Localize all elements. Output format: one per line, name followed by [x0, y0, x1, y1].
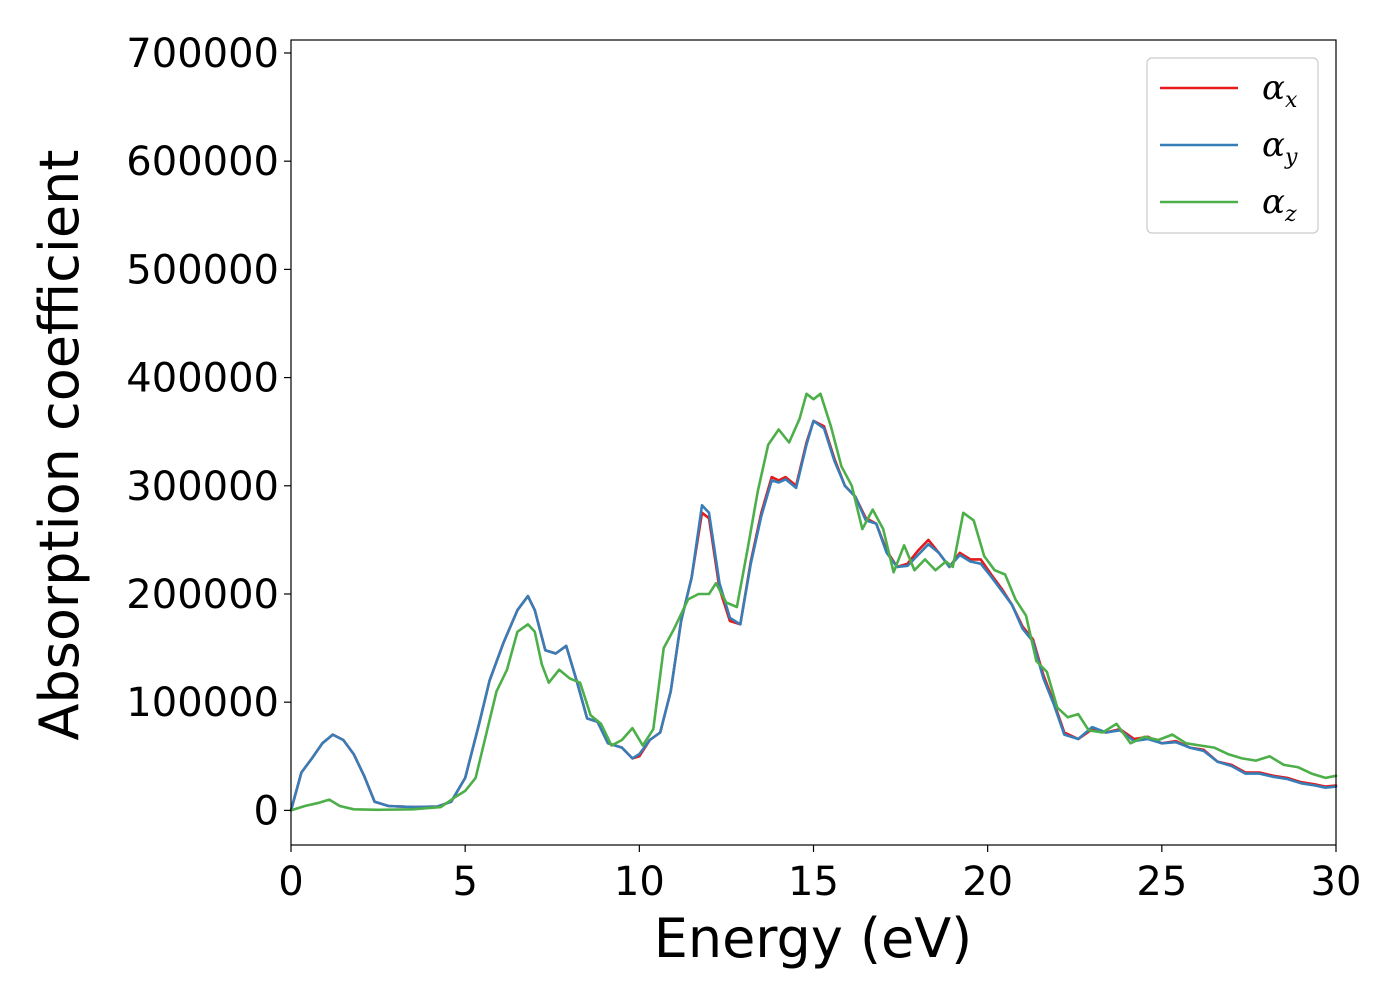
- y-axis: 0 100000 200000 300000 400000 500000 600000 700…: [126, 31, 291, 834]
- x-tick-label: 5: [452, 859, 477, 905]
- x-tick-label: 20: [962, 859, 1013, 905]
- x-tick-label: 0: [278, 859, 303, 905]
- series-line-alpha-y: [289, 419, 1338, 812]
- y-tick-label: 500000: [126, 247, 279, 293]
- series-line-alpha-z: [289, 392, 1338, 812]
- y-tick-label: 100000: [126, 680, 279, 726]
- x-tick-label: 30: [1311, 859, 1362, 905]
- y-tick-label: 400000: [126, 356, 279, 402]
- y-axis-label: Absorption coefficient: [28, 150, 91, 741]
- y-tick-label: 300000: [126, 464, 279, 510]
- y-tick-label: 600000: [126, 139, 279, 185]
- y-tick-label: 200000: [126, 572, 279, 618]
- series-layer: [289, 392, 1338, 812]
- x-axis-label: Energy (eV): [654, 907, 973, 970]
- x-tick-label: 25: [1136, 859, 1187, 905]
- x-axis: 0 5 10 15 20 25 30: [278, 845, 1361, 905]
- y-tick-label: 0: [254, 788, 279, 834]
- y-tick-label: 700000: [126, 31, 279, 77]
- x-tick-label: 10: [614, 859, 665, 905]
- x-tick-label: 15: [788, 859, 839, 905]
